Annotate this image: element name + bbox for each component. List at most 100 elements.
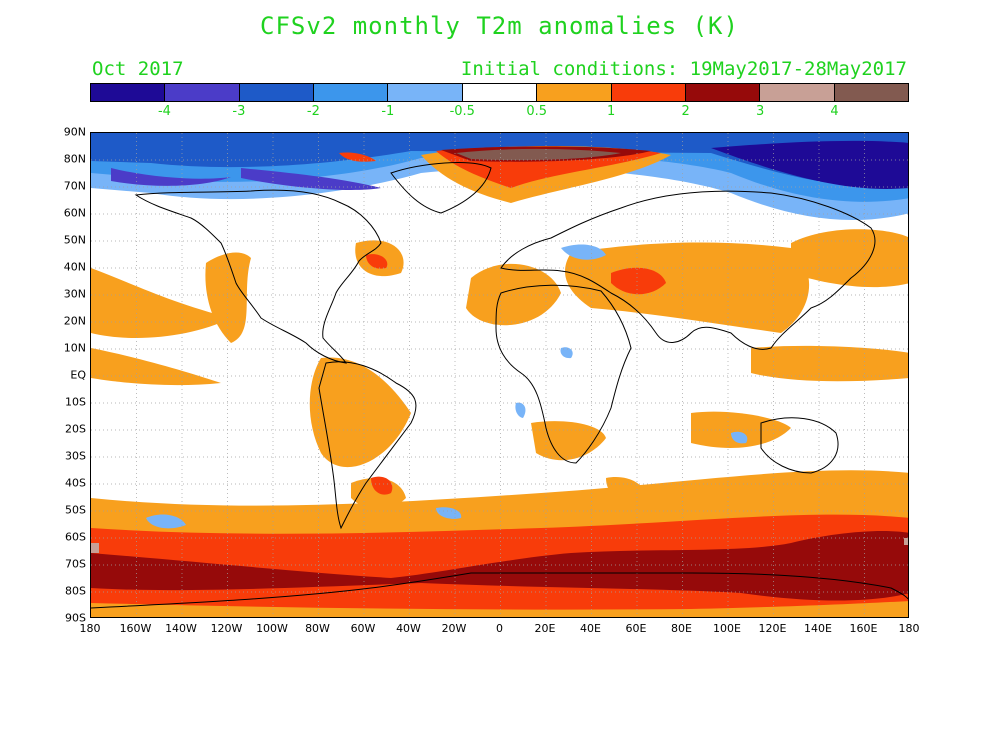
latitude-label: 40S (65, 476, 86, 490)
latitude-label: 20N (63, 314, 86, 328)
legend-label: -2 (306, 104, 320, 119)
legend-swatch (314, 84, 389, 101)
anomaly-region (91, 133, 908, 187)
anomaly-region (91, 543, 99, 553)
legend-label: -4 (157, 104, 171, 119)
initial-conditions: Initial conditions: 19May2017-28May2017 (460, 58, 907, 80)
longitude-label: 100E (713, 622, 741, 635)
anomaly-region (436, 507, 462, 519)
latitude-label: 30N (63, 287, 86, 301)
coastline-europe-asia (500, 190, 876, 350)
anomaly-region (691, 411, 791, 448)
latitude-label: 70S (65, 557, 86, 571)
longitude-label: 180 (898, 622, 920, 635)
longitude-label: 80W (305, 622, 330, 635)
longitude-label: 60W (350, 622, 376, 635)
coastline-south-america (318, 361, 417, 530)
anomaly-region (515, 402, 526, 418)
latitude-label: 60S (65, 530, 86, 544)
coastline-australia (760, 417, 839, 474)
map-title: CFSv2 monthly T2m anomalies (K) (260, 12, 739, 40)
legend-label: 1 (607, 104, 616, 119)
anomaly-region (366, 254, 388, 269)
legend-swatch (462, 84, 538, 101)
anomaly-region (371, 476, 393, 495)
latitude-label: 90S (65, 611, 86, 625)
legend-swatch (834, 84, 908, 101)
anomaly-region (565, 242, 810, 333)
coastline-antarctica (91, 572, 908, 609)
anomaly-region (611, 267, 666, 295)
longitude-label: 160E (849, 622, 878, 635)
anomaly-region (751, 345, 908, 382)
legend-label: 3 (755, 104, 765, 119)
anomaly-region (205, 252, 251, 343)
color-legend (90, 83, 909, 102)
longitude-label: 60E (625, 622, 647, 635)
longitude-label: 20E (534, 622, 556, 635)
anomaly-region (456, 148, 621, 161)
longitude-label: 20W (441, 622, 467, 635)
legend-swatch (388, 84, 463, 101)
anomaly-region (146, 514, 186, 529)
latitude-label: 70N (63, 179, 86, 193)
latitude-label: 60N (63, 206, 86, 220)
coastline-africa (495, 284, 632, 464)
latitude-label: 90N (63, 125, 86, 139)
legend-swatch (611, 84, 686, 101)
valid-month: Oct 2017 (92, 58, 184, 80)
legend-swatch (537, 84, 612, 101)
longitude-label: 120E (758, 622, 787, 635)
longitude-label: 140W (165, 622, 197, 635)
anomaly-region (531, 421, 606, 461)
anomaly-region (904, 538, 908, 545)
longitude-label: 120W (210, 622, 243, 635)
anomaly-region (466, 263, 561, 326)
latitude-label: 30S (65, 449, 86, 463)
anomaly-region (241, 168, 381, 190)
anomaly-region (91, 531, 908, 601)
latitude-label: 50N (63, 233, 86, 247)
longitude-label: 140E (804, 622, 832, 635)
latitude-label: 20S (65, 422, 86, 436)
color-legend-labels: -4 -3 -2 -1 -0.5 0.5 1 2 3 4 (90, 104, 909, 122)
legend-label: 4 (830, 104, 839, 119)
latitude-label: 10S (65, 395, 86, 409)
legend-swatch (165, 84, 240, 101)
legend-swatch (239, 84, 315, 101)
latitude-label: EQ (70, 368, 86, 382)
longitude-label: 80E (671, 622, 692, 635)
longitude-label: 40E (580, 622, 601, 635)
latitude-label: 50S (65, 503, 86, 517)
legend-label: 2 (681, 104, 690, 119)
latitude-label: 80S (65, 584, 86, 598)
legend-swatch (91, 84, 166, 101)
anomaly-region (561, 244, 606, 260)
legend-label: -0.5 (449, 104, 475, 119)
anomaly-region (91, 601, 908, 617)
anomaly-region (731, 431, 748, 444)
longitude-label: 0 (496, 622, 503, 635)
anomaly-region (339, 152, 376, 162)
anomaly-region (309, 357, 411, 468)
anomaly-region (791, 229, 908, 288)
legend-label: -1 (381, 104, 395, 119)
coastline-north-america (134, 189, 382, 364)
anomaly-map (90, 132, 909, 618)
latitude-label: 40N (63, 260, 86, 274)
legend-label: 0.5 (526, 104, 548, 119)
latitude-label: 80N (63, 152, 86, 166)
anomaly-region (111, 168, 231, 186)
longitude-label: 180 (79, 622, 101, 635)
anomaly-region (560, 347, 573, 359)
latitude-label: 10N (63, 341, 86, 355)
coastline-greenland (390, 162, 492, 214)
anomaly-region (711, 140, 908, 189)
legend-swatch (685, 84, 761, 101)
legend-label: -3 (232, 104, 246, 119)
anomaly-region (91, 268, 231, 338)
longitude-label: 160W (119, 622, 152, 635)
longitude-label: 40W (396, 622, 421, 635)
anomaly-region (91, 348, 221, 386)
legend-swatch (760, 84, 835, 101)
